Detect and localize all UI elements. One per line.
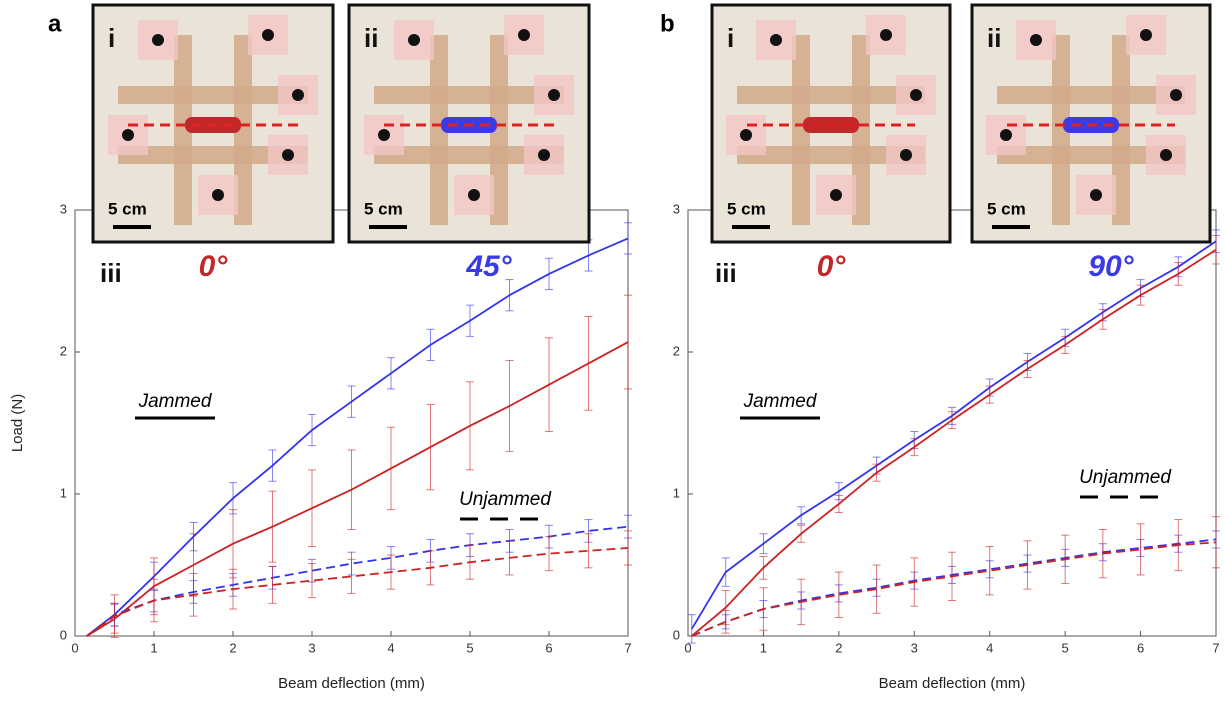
x-tick-label: 3 [308, 640, 315, 655]
knob [122, 129, 134, 141]
knob [262, 29, 274, 41]
y-axis-label: Load (N) [9, 394, 26, 452]
knob [900, 149, 912, 161]
x-axis-label: Beam deflection (mm) [879, 675, 1026, 692]
angle-label: 0° [817, 250, 847, 283]
note-label: Unjammed [459, 489, 552, 510]
scale-label: 5 cm [108, 199, 147, 218]
note-label: Jammed [138, 391, 213, 412]
note-label: Unjammed [1079, 467, 1172, 488]
x-tick-label: 1 [760, 640, 767, 655]
inset-label: i [108, 23, 115, 53]
panel-label: a [48, 10, 62, 37]
x-tick-label: 6 [545, 640, 552, 655]
y-tick-label: 0 [60, 627, 67, 642]
x-tick-label: 0 [71, 640, 78, 655]
knob [1030, 34, 1042, 46]
angle-label: 45° [465, 250, 512, 283]
note-label: Jammed [743, 391, 818, 412]
error-bar [624, 295, 632, 389]
knob [910, 89, 922, 101]
error-bar [1212, 236, 1220, 264]
knob [292, 89, 304, 101]
x-tick-label: 3 [911, 640, 918, 655]
x-tick-label: 2 [229, 640, 236, 655]
y-tick-label: 1 [673, 485, 680, 500]
knob [1140, 29, 1152, 41]
y-tick-label: 2 [673, 343, 680, 358]
knob [282, 149, 294, 161]
knob [212, 189, 224, 201]
knob [880, 29, 892, 41]
knob [1090, 189, 1102, 201]
knob [468, 189, 480, 201]
sublabel: iii [715, 258, 737, 288]
knob [1160, 149, 1172, 161]
data-line [692, 539, 1216, 636]
knob [1170, 89, 1182, 101]
figure: 0 1 2 3 4 5 6 7 0 1 2 3 Beam deflection (mm) Load (N)… [0, 0, 1224, 697]
y-tick-label: 3 [60, 201, 67, 216]
x-tick-label: 4 [387, 640, 394, 655]
data-line [87, 527, 628, 636]
data-line [692, 250, 1216, 636]
x-tick-label: 2 [835, 640, 842, 655]
x-tick-label: 6 [1137, 640, 1144, 655]
knob [408, 34, 420, 46]
knob [378, 129, 390, 141]
knob [830, 189, 842, 201]
x-axis-label: Beam deflection (mm) [278, 675, 425, 692]
y-tick-label: 3 [673, 201, 680, 216]
x-tick-label: 1 [150, 640, 157, 655]
inset-label: ii [364, 23, 378, 53]
scale-label: 5 cm [727, 199, 766, 218]
knob [548, 89, 560, 101]
angle-label: 0° [199, 250, 229, 283]
x-tick-label: 7 [1212, 640, 1219, 655]
error-bar [688, 615, 696, 643]
scale-label: 5 cm [987, 199, 1026, 218]
error-bar [1212, 517, 1220, 568]
data-line [692, 241, 1216, 629]
knob [770, 34, 782, 46]
x-tick-label: 7 [624, 640, 631, 655]
x-tick-label: 5 [466, 640, 473, 655]
knob [538, 149, 550, 161]
x-tick-label: 4 [986, 640, 993, 655]
y-tick-label: 0 [673, 627, 680, 642]
y-tick-label: 2 [60, 343, 67, 358]
scale-label: 5 cm [364, 199, 403, 218]
sublabel: iii [100, 258, 122, 288]
knob [1000, 129, 1012, 141]
knob [740, 129, 752, 141]
inset-label: ii [987, 23, 1001, 53]
knob [518, 29, 530, 41]
x-tick-label: 5 [1062, 640, 1069, 655]
angle-label: 90° [1088, 250, 1134, 283]
knob [152, 34, 164, 46]
panel-label: b [660, 10, 675, 37]
inset-label: i [727, 23, 734, 53]
y-tick-label: 1 [60, 485, 67, 500]
